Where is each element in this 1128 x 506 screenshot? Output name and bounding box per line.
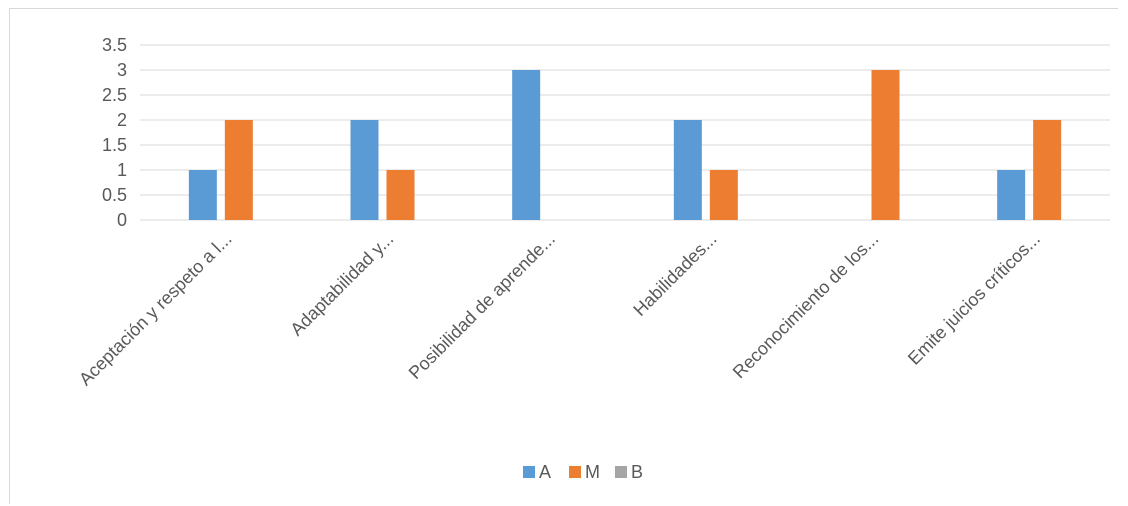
y-tick-label: 1.5 [102,135,127,155]
x-category-label: Emite juicios críticos... [904,229,1044,369]
bar-m [1033,120,1062,220]
bar-a [188,170,217,220]
legend-swatch-a [523,466,535,478]
y-tick-label: 2 [117,110,127,130]
x-category-label: Posibilidad de aprende... [405,229,559,383]
legend-label-a: A [539,462,551,482]
bar-a [350,120,379,220]
gridlines [140,44,1110,221]
y-tick-label: 0 [117,210,127,230]
bar-m [386,170,415,220]
bar-m [709,170,738,220]
x-axis-categories: Aceptación y respeto a l... Adaptabilidad… [75,229,1044,390]
y-tick-label: 2.5 [102,85,127,105]
bar-m [871,70,900,220]
x-category-label: Reconocimiento de los... [729,229,883,383]
legend-swatch-m [569,466,581,478]
x-category-label: Habilidades... [629,229,720,320]
bar-a [512,70,541,220]
y-tick-label: 3 [117,60,127,80]
legend-swatch-b [615,466,627,478]
bar-m [224,120,253,220]
x-category-label: Adaptabilidad y... [286,229,397,340]
y-tick-label: 1 [117,160,127,180]
y-axis-ticks: 0 0.5 1 1.5 2 2.5 3 3.5 [102,35,127,230]
bar-a [997,170,1026,220]
x-category-label: Aceptación y respeto a l... [75,229,236,390]
y-tick-label: 0.5 [102,185,127,205]
bars [188,70,1062,220]
legend-label-m: M [585,462,600,482]
chart-frame [9,8,1118,504]
legend-label-b: B [631,462,643,482]
bar-a [673,120,702,220]
y-tick-label: 3.5 [102,35,127,55]
